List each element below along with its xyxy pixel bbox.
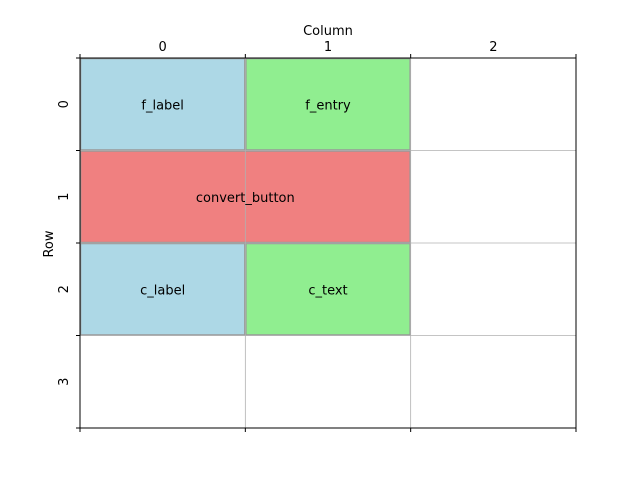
x-tick-label: 2 [489, 40, 497, 55]
widget-label: c_text [308, 283, 347, 298]
widget-labels: f_label f_entry convert_button c_label c_tex… [140, 98, 351, 298]
axis-ticks: 0 1 2 0 1 2 3 [57, 40, 577, 432]
y-tick-label: 3 [57, 378, 72, 386]
widget-label: convert_button [196, 191, 295, 206]
x-tick-label: 1 [324, 40, 332, 55]
y-axis-label: Row [42, 230, 57, 257]
widget-label: c_label [140, 283, 185, 298]
y-tick-label: 2 [57, 285, 72, 293]
widget-f-label [79, 57, 246, 151]
widget-label: f_entry [305, 98, 351, 113]
y-tick-label: 1 [57, 193, 72, 201]
widget-c-label [79, 242, 246, 336]
x-axis-label: Column [303, 24, 353, 39]
x-tick-label: 0 [159, 40, 167, 55]
widget-label: f_label [141, 98, 184, 113]
widget-c-text [245, 242, 411, 336]
widget-f-entry [245, 57, 411, 151]
grid-lines [80, 58, 576, 428]
y-tick-label: 0 [57, 100, 72, 108]
